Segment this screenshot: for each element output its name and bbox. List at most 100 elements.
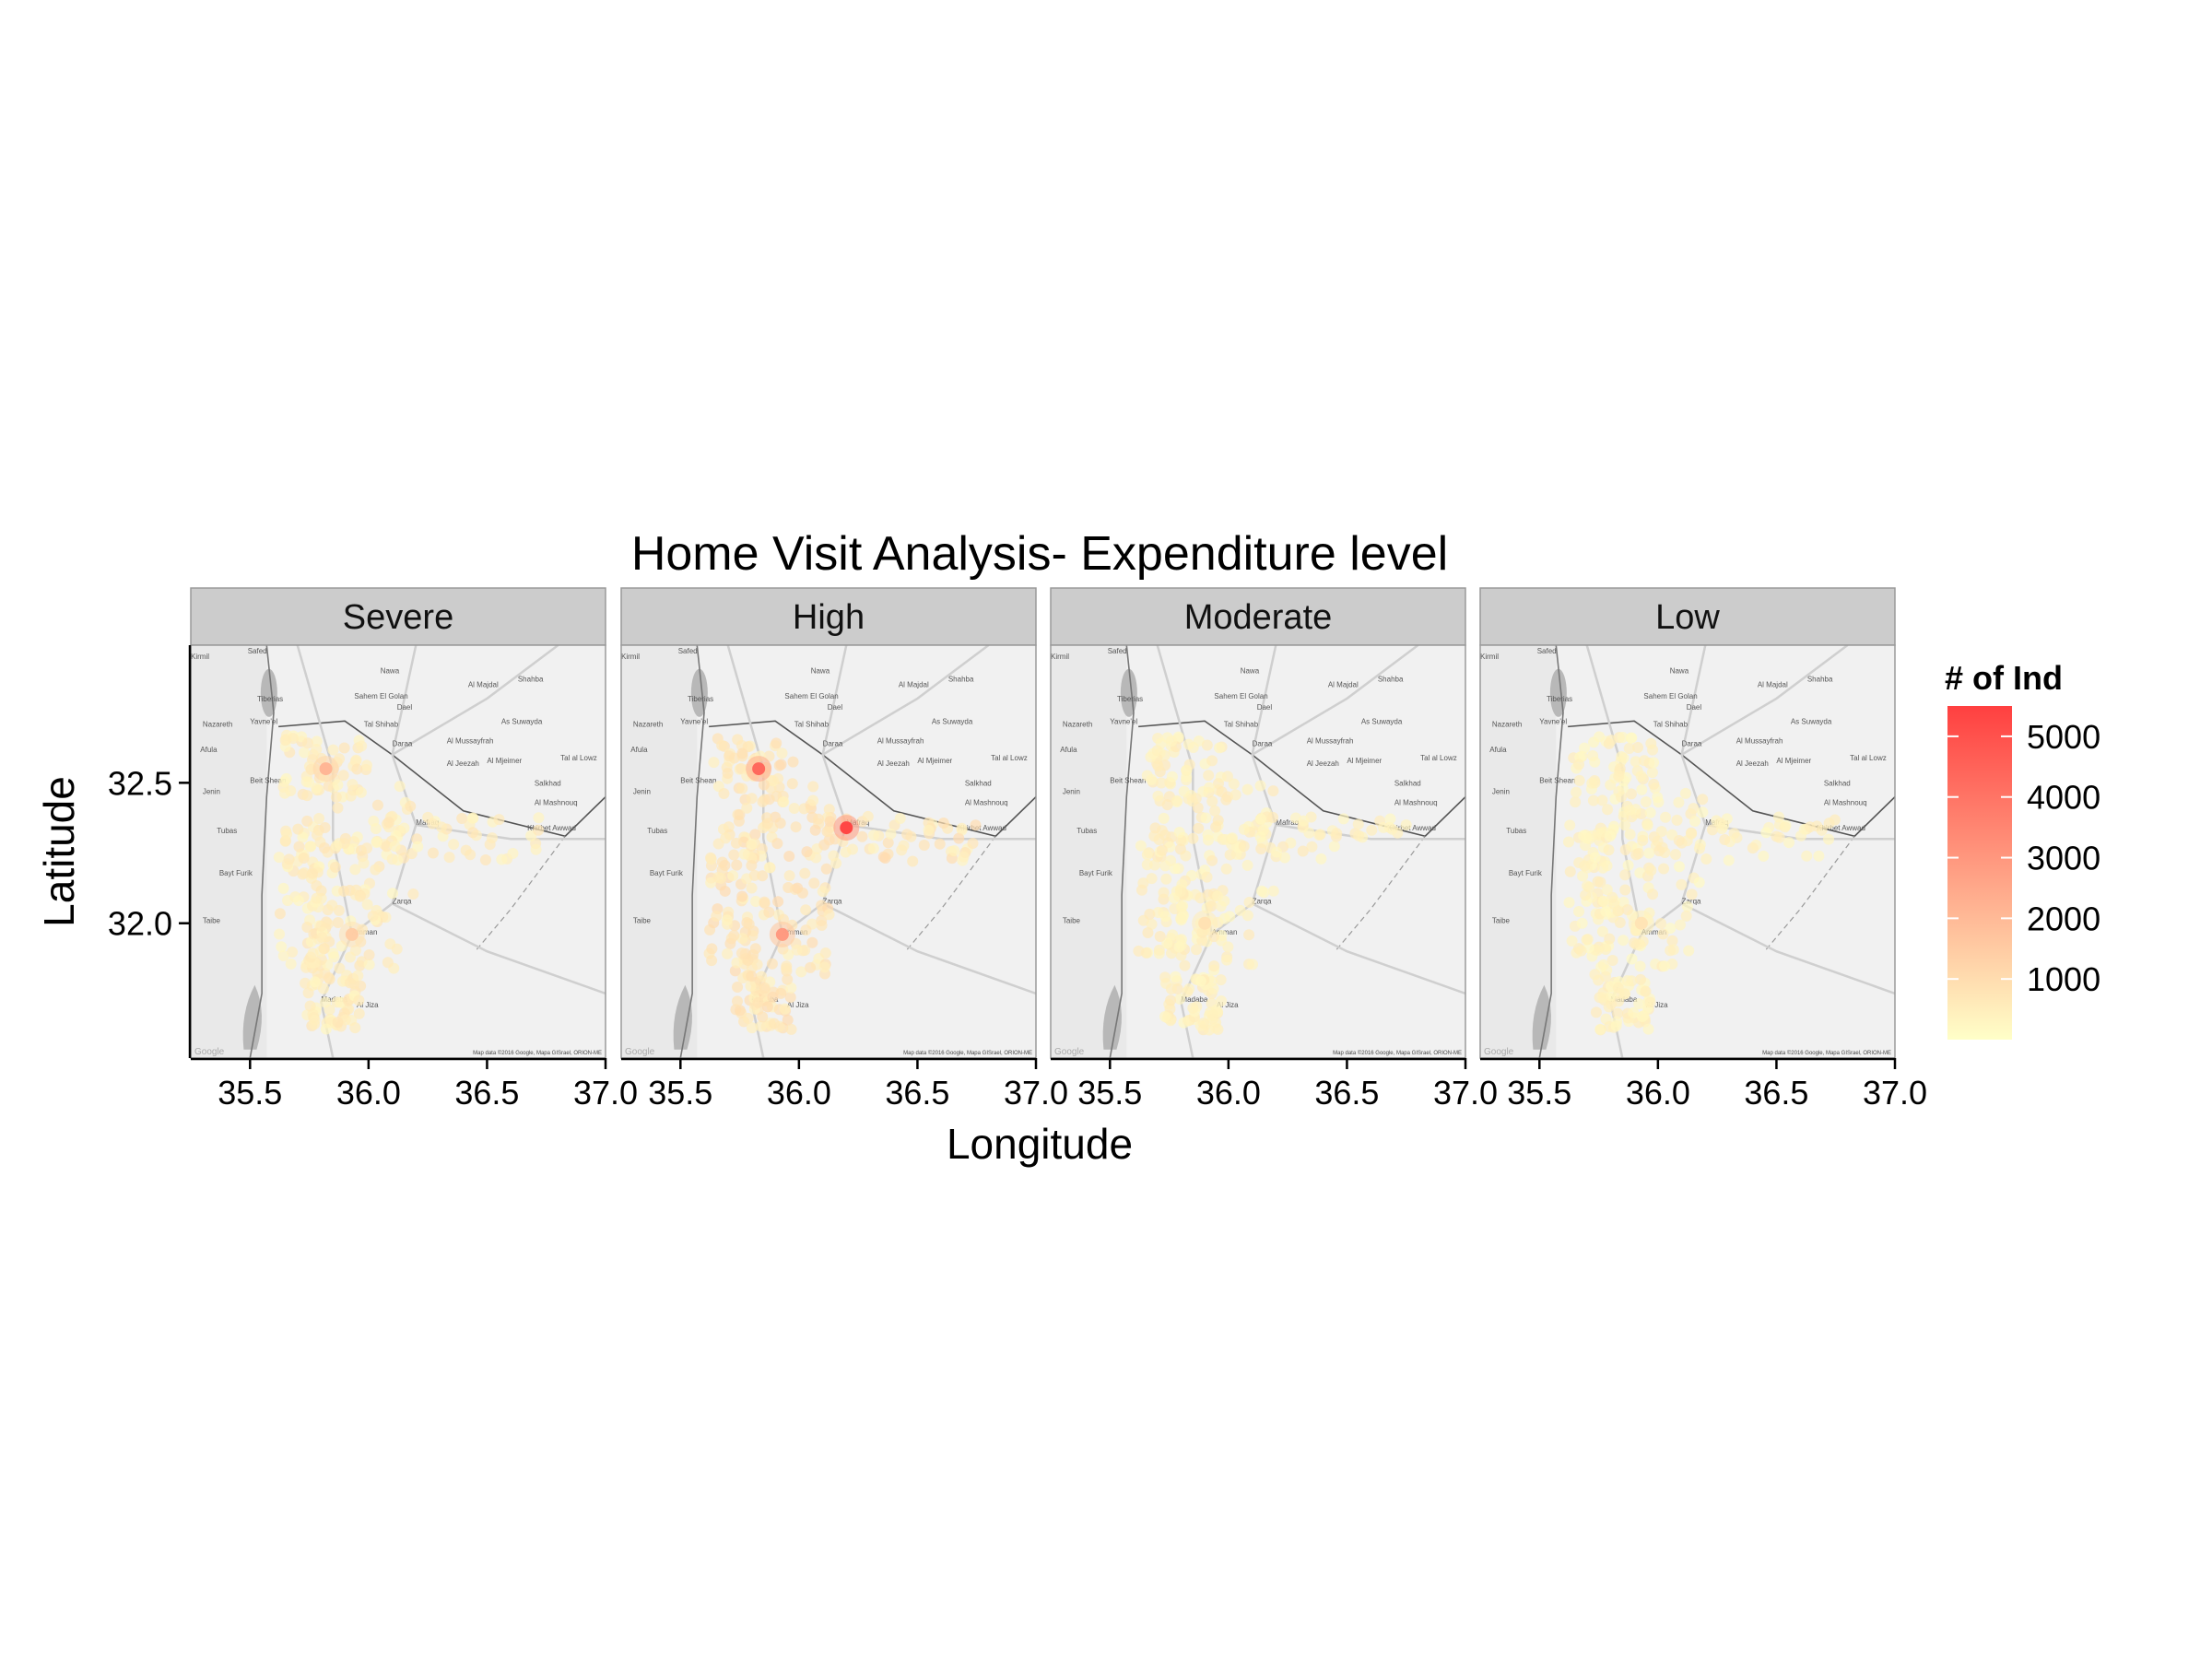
density-cell [1779,821,1791,833]
density-cell [1243,929,1255,941]
density-cell [329,861,341,873]
legend-label: 4000 [2027,779,2100,817]
density-cell [719,885,731,897]
dead-sea [1532,984,1551,1050]
density-cell [1148,859,1160,871]
density-cell [775,759,787,771]
density-cell [1258,887,1270,899]
density-cell [1597,992,1609,1004]
density-cell [344,951,356,963]
map-attribution: Map data ©2016 Google, Mapa GISrael, ORI… [1333,1050,1462,1056]
density-cell [304,841,316,853]
place-label: Yavne'el [1539,717,1567,725]
density-cell [731,957,743,969]
density-cell [1187,1002,1199,1014]
density-cell [276,941,288,953]
place-label: Kirmil [1480,653,1499,661]
place-label: Dael [1257,703,1273,712]
density-cell [806,936,818,948]
density-cell [742,954,754,966]
density-cell [1200,812,1212,824]
density-cell [728,930,740,942]
density-cell [746,793,758,805]
density-cell [1623,742,1635,754]
density-cell [1206,1009,1218,1021]
density-cell [1215,900,1227,912]
density-cell [285,958,297,970]
place-label: Salkhad [1394,779,1421,787]
place-label: Nawa [1241,666,1260,675]
density-cell [412,841,424,853]
density-cell [1149,822,1161,834]
place-label: Tal Shihab [364,720,399,728]
place-label: Al Mjeimer [1347,757,1382,765]
place-label: Tal al Lowz [560,754,597,762]
density-cell [1165,854,1177,866]
place-label: Beit Shean [250,776,286,784]
density-cell [1165,994,1177,1006]
density-cell [730,837,742,849]
density-cell [1599,971,1611,982]
density-cell [1642,1023,1654,1035]
density-cell [1221,954,1233,966]
density-cell [1135,884,1147,896]
density-cell [783,850,795,862]
lake [260,668,277,717]
facet-strip-label: High [793,598,865,637]
density-cell [1674,861,1686,873]
place-label: Salkhad [965,779,992,787]
density-cell [311,743,323,755]
density-cell [800,924,812,936]
place-label: Beit Shean [680,776,716,784]
density-cell [1278,852,1290,864]
place-label: Dael [397,703,413,712]
density-cell [1602,804,1614,816]
hotspot [1198,916,1212,930]
density-cell [298,852,310,864]
density-cell [1267,785,1279,797]
road [1251,645,1419,756]
hotspot [345,927,359,941]
place-label: Safed [1108,647,1127,655]
density-cell [316,932,328,944]
density-cell [771,838,783,850]
density-cell [1241,859,1253,871]
place-label: Al Majdal [468,681,499,689]
density-cell [1173,941,1185,953]
density-cell [1636,783,1648,795]
density-cell [1201,871,1213,883]
density-cell [1630,849,1642,861]
place-label: Al Majdal [1328,681,1359,689]
density-cell [355,786,367,798]
density-cell [1167,929,1179,941]
density-cell [1190,793,1202,805]
density-cell [1400,819,1412,831]
density-cell [287,947,299,959]
density-cell [1152,790,1164,802]
density-cell [1581,832,1593,844]
density-cell [1566,935,1578,947]
density-cell [297,868,309,880]
density-cell [1303,827,1315,839]
density-cell [1182,986,1194,998]
density-cell [1613,785,1625,797]
density-cell [821,826,833,838]
density-cell [1156,777,1168,789]
density-cell [879,853,891,865]
density-cell [771,737,782,749]
density-cell [1600,943,1612,955]
road [822,902,1036,995]
density-cell [1570,796,1582,808]
place-label: Shahba [948,676,974,684]
density-cell [1700,853,1712,865]
density-cell [1610,1020,1622,1032]
density-cell [332,917,344,929]
density-cell [810,852,822,864]
density-cell [948,844,960,856]
road [1681,902,1895,995]
density-cell [918,839,930,851]
density-cell [300,977,312,989]
density-cell [937,817,949,829]
density-cell [967,838,979,850]
place-label: As Suwayda [501,717,543,725]
